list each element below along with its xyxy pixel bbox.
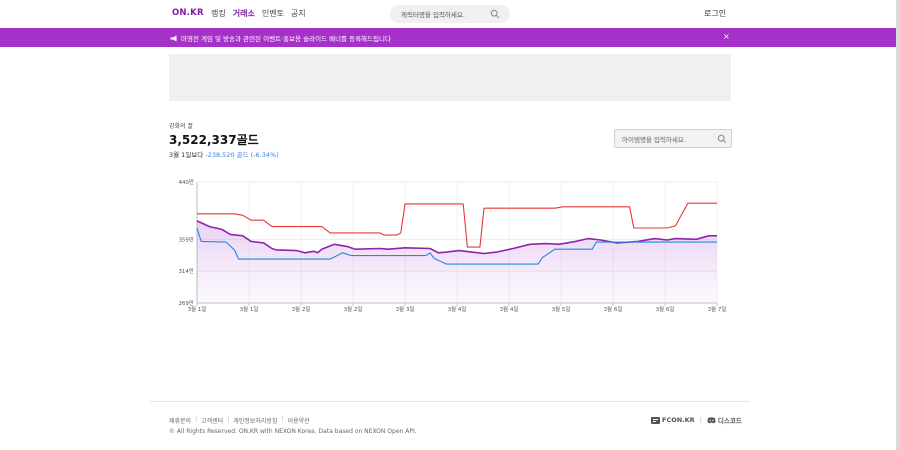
nav-notice[interactable]: 공지: [290, 9, 306, 18]
discord-link[interactable]: 디스코드: [707, 415, 742, 425]
footer-separator: |: [281, 416, 284, 423]
megaphone-icon: [170, 35, 177, 41]
x-tick-label: 3월 3일: [396, 305, 415, 313]
footer-link-support[interactable]: 고객센터: [201, 418, 224, 425]
fcon-link[interactable]: FCON.KR: [651, 416, 695, 424]
x-tick-label: 3월 4일: [500, 305, 519, 313]
login-button[interactable]: 로그인: [704, 9, 727, 18]
header: ON.KR 랭킹 거래소 인벤토 공지 캐릭터명을 입력하세요. 로그인: [0, 0, 900, 28]
character-search-input[interactable]: 캐릭터명을 입력하세요.: [390, 5, 510, 23]
character-search-placeholder: 캐릭터명을 입력하세요.: [401, 11, 465, 19]
max-price-line: [197, 202, 717, 248]
close-icon[interactable]: ×: [723, 32, 730, 41]
x-tick-label: 3월 1일: [188, 305, 207, 313]
footer-divider: [150, 401, 750, 402]
y-tick-label: 269만: [178, 299, 194, 307]
x-tick-label: 3월 4일: [448, 305, 467, 313]
avg-area-fill: [197, 220, 717, 303]
fcon-icon: [651, 416, 660, 424]
discord-icon: [707, 416, 716, 423]
footer-link-partnership[interactable]: 제휴문의: [169, 418, 192, 425]
discord-label: 디스코드: [717, 417, 742, 425]
nav-exchange[interactable]: 거래소: [232, 9, 255, 18]
ad-slot: [169, 54, 731, 101]
item-search-input[interactable]: 아이템명을 입력하세요.: [614, 129, 732, 148]
footer-separator: |: [699, 416, 702, 424]
footer-link-privacy[interactable]: 개인정보처리방침: [233, 418, 278, 425]
footer-separator: |: [195, 416, 198, 423]
banner-text: 마영전 게임 및 방송과 관련된 이벤트·홍보용 슬라이드 배너를 등록해드립니…: [181, 35, 391, 43]
search-icon[interactable]: [490, 9, 500, 19]
y-tick-label: 359만: [178, 235, 194, 243]
page-scrollbar[interactable]: [896, 0, 900, 450]
x-tick-label: 3월 2일: [344, 305, 363, 313]
search-icon[interactable]: [717, 134, 727, 144]
item-price: 3,522,337골드: [169, 133, 259, 147]
fcon-label: FCON.KR: [662, 416, 695, 424]
price-change-prefix: 3월 1일보다: [169, 151, 204, 159]
main-nav: 랭킹 거래소 인벤토 공지: [211, 8, 306, 19]
footer-brands: FCON.KR | 디스코드: [651, 415, 742, 425]
copyright-text: © All Rights Reserved. ON.KR with NEXON …: [169, 428, 417, 435]
min-price-line: [196, 227, 717, 265]
footer-link-terms[interactable]: 이용약관: [287, 418, 310, 425]
y-tick-label: 440만: [178, 178, 194, 186]
footer-links: 제휴문의 | 고객센터 | 개인정보처리방침 | 이용약관: [169, 416, 310, 425]
banner-content: 마영전 게임 및 방송과 관련된 이벤트·홍보용 슬라이드 배너를 등록해드립니…: [170, 33, 391, 43]
price-change-delta: -238,520 골드 (-6.34%): [205, 151, 279, 159]
x-tick-label: 3월 6일: [604, 305, 623, 313]
promo-banner[interactable]: 마영전 게임 및 방송과 관련된 이벤트·홍보용 슬라이드 배너를 등록해드립니…: [0, 28, 896, 47]
price-change: 3월 1일보다 -238,520 골드 (-6.34%): [169, 149, 279, 159]
item-search-placeholder: 아이템명을 입력하세요.: [622, 136, 686, 144]
footer-separator: |: [227, 416, 230, 423]
site-logo[interactable]: ON.KR: [172, 8, 204, 18]
item-name: 강화의 꿀: [169, 123, 193, 130]
x-tick-label: 3월 2일: [292, 305, 311, 313]
x-tick-label: 3월 7일: [708, 305, 727, 313]
x-tick-label: 3월 1일: [240, 305, 259, 313]
x-tick-label: 3월 5일: [552, 305, 571, 313]
nav-ranking[interactable]: 랭킹: [211, 9, 226, 18]
nav-inven[interactable]: 인벤토: [261, 9, 284, 18]
x-tick-label: 3월 6일: [656, 305, 675, 313]
y-tick-label: 314만: [178, 267, 194, 275]
